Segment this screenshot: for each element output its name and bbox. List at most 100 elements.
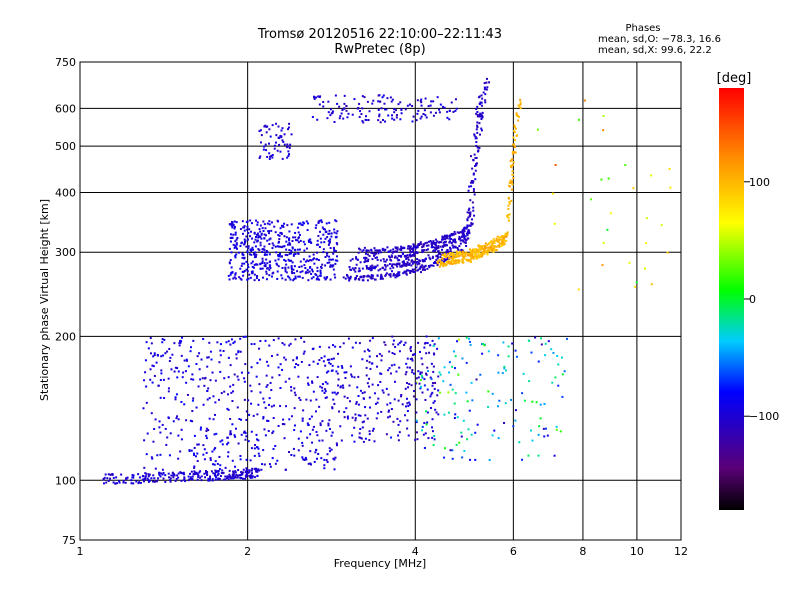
data-point [553, 454, 556, 457]
data-point [219, 370, 222, 373]
data-point [264, 406, 267, 409]
data-point [377, 249, 380, 252]
data-point [476, 126, 479, 129]
data-point [442, 380, 445, 383]
data-point [247, 371, 250, 374]
data-point [307, 462, 310, 465]
data-point [448, 252, 451, 255]
data-point [231, 400, 234, 403]
data-point [437, 389, 440, 392]
data-point [326, 236, 329, 239]
data-point [492, 250, 495, 253]
data-point [294, 275, 297, 278]
data-point [161, 473, 164, 476]
data-point [388, 255, 391, 258]
data-point [555, 428, 558, 431]
data-point [269, 264, 272, 267]
data-point [406, 410, 409, 413]
data-point [340, 112, 343, 115]
data-point [199, 378, 202, 381]
data-point [277, 125, 280, 128]
data-point [234, 435, 237, 438]
data-point [180, 428, 183, 431]
data-point [343, 416, 346, 419]
data-point [228, 278, 231, 281]
data-point [173, 370, 176, 373]
data-point [256, 474, 259, 477]
data-point [237, 378, 240, 381]
data-point [339, 115, 342, 118]
data-point [463, 449, 466, 452]
data-point [235, 357, 238, 360]
data-point [475, 164, 478, 167]
data-point [407, 256, 410, 259]
data-point [398, 350, 401, 353]
y-tick-label: 500 [55, 140, 76, 153]
data-point [232, 471, 235, 474]
data-point [323, 391, 326, 394]
data-point [370, 266, 373, 269]
data-point [322, 360, 325, 363]
data-point [365, 265, 368, 268]
data-point [401, 264, 404, 267]
data-point [205, 427, 208, 430]
data-point [282, 245, 285, 248]
data-point [462, 228, 465, 231]
data-point [316, 266, 319, 269]
data-point [330, 258, 333, 261]
data-point [292, 253, 295, 256]
data-point [321, 383, 324, 386]
data-point [232, 223, 235, 226]
data-point [346, 275, 349, 278]
data-point [478, 113, 481, 116]
data-point [382, 258, 385, 261]
data-point [202, 453, 205, 456]
data-point [271, 376, 274, 379]
data-point [443, 258, 446, 261]
data-point [517, 104, 520, 107]
data-point [276, 263, 279, 266]
data-point [322, 100, 325, 103]
data-point [279, 363, 282, 366]
data-point [411, 104, 414, 107]
data-point [230, 222, 233, 225]
data-point [497, 371, 500, 374]
data-point [179, 341, 182, 344]
data-point [351, 258, 354, 261]
data-point [319, 272, 322, 275]
data-point [476, 113, 479, 116]
data-point [156, 477, 159, 480]
data-point [454, 109, 457, 112]
data-point [248, 253, 251, 256]
data-point [480, 246, 483, 249]
data-point [404, 387, 407, 390]
data-point [235, 238, 238, 241]
data-point [190, 378, 193, 381]
data-point [253, 263, 256, 266]
data-point [280, 232, 283, 235]
data-point [292, 236, 295, 239]
data-point [143, 379, 146, 382]
data-point [459, 242, 462, 245]
data-point [149, 368, 152, 371]
data-point [263, 262, 266, 265]
data-point [371, 264, 374, 267]
data-point [233, 246, 236, 249]
data-point [423, 109, 426, 112]
data-point [359, 389, 362, 392]
data-point [409, 347, 412, 350]
data-point [156, 354, 159, 357]
data-point [358, 267, 361, 270]
data-point [376, 412, 379, 415]
data-point [241, 256, 244, 259]
data-point [451, 255, 454, 258]
data-point [511, 170, 514, 173]
data-point [458, 251, 461, 254]
data-point [406, 382, 409, 385]
data-point [234, 254, 237, 257]
data-point [245, 470, 248, 473]
data-point [190, 449, 193, 452]
data-point [381, 248, 384, 251]
data-point [261, 250, 264, 253]
data-point [377, 100, 380, 103]
